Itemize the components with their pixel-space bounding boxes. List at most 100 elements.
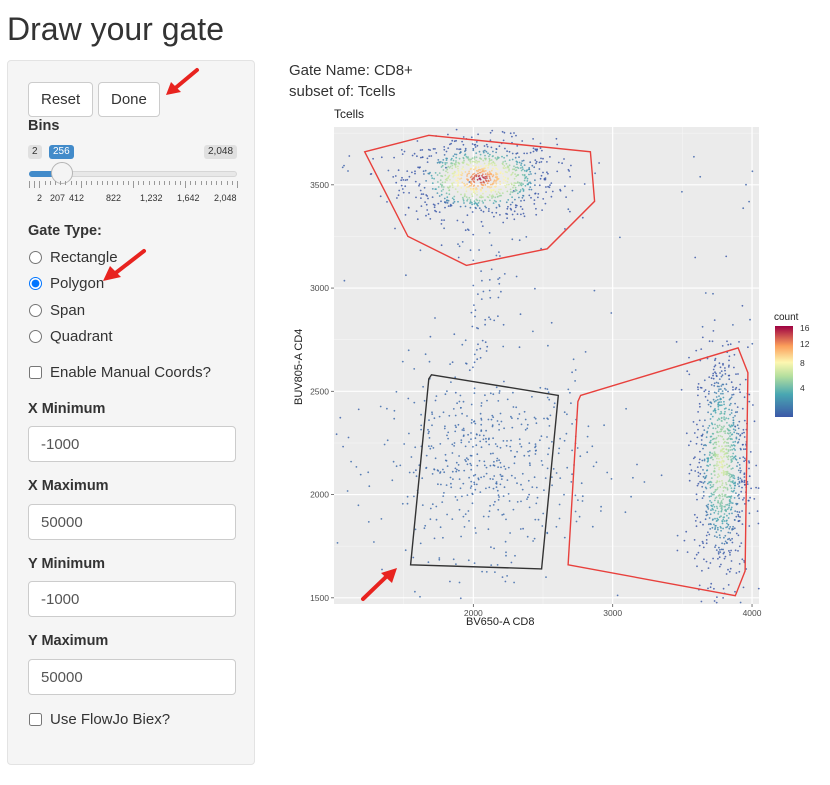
slider-max-badge: 2,048 — [204, 145, 238, 159]
data-point — [466, 228, 469, 231]
data-point — [710, 377, 713, 380]
data-point — [737, 476, 740, 479]
data-point — [472, 191, 475, 194]
data-point — [727, 366, 730, 368]
radio-span[interactable]: Span — [28, 302, 85, 319]
data-point — [437, 186, 440, 188]
radio-button[interactable] — [29, 304, 42, 317]
data-point — [593, 289, 596, 292]
radio-button[interactable] — [29, 277, 42, 290]
data-point — [698, 461, 701, 464]
radio-rectangle[interactable]: Rectangle — [28, 249, 118, 266]
data-point — [486, 345, 489, 348]
data-point — [728, 398, 731, 401]
data-point — [717, 440, 720, 443]
data-point — [524, 177, 526, 180]
gate-polygon[interactable] — [409, 374, 560, 570]
data-point — [741, 558, 744, 561]
data-point — [713, 491, 715, 494]
gate-polygons[interactable] — [363, 134, 749, 597]
data-point — [496, 564, 499, 566]
radio-polygon[interactable]: Polygon — [28, 275, 104, 292]
data-point — [698, 584, 701, 587]
data-point — [744, 483, 746, 486]
data-point — [540, 247, 542, 250]
data-point — [731, 460, 733, 462]
data-point — [441, 186, 443, 188]
data-point — [449, 203, 452, 206]
checkbox[interactable] — [29, 713, 42, 726]
data-point — [465, 190, 468, 193]
data-point — [508, 500, 511, 502]
data-point — [515, 182, 517, 185]
bins-slider-handle[interactable] — [51, 162, 73, 184]
slider-tick — [122, 181, 124, 185]
data-point — [534, 449, 537, 452]
x-minimum-input[interactable] — [28, 426, 236, 462]
sidebar-panel: Reset Done Bins 2 256 2,048 2 207 412 82… — [7, 60, 255, 765]
data-point — [490, 191, 493, 193]
data-point — [505, 551, 507, 554]
data-point — [463, 159, 465, 162]
data-point — [504, 160, 507, 163]
gate-polygon[interactable] — [363, 134, 596, 267]
data-point — [730, 444, 733, 447]
data-point — [734, 484, 737, 487]
data-point — [520, 423, 523, 426]
reset-button[interactable]: Reset — [28, 82, 94, 117]
gate-polygon[interactable] — [567, 347, 749, 597]
x-maximum-input[interactable] — [28, 504, 236, 540]
data-point — [500, 420, 503, 423]
data-point — [730, 487, 733, 490]
data-point — [716, 457, 718, 460]
data-point — [427, 428, 429, 431]
data-point — [706, 431, 708, 434]
data-point — [676, 534, 679, 537]
data-point — [485, 437, 487, 440]
data-point — [723, 516, 725, 519]
y-minimum-input[interactable] — [28, 581, 236, 617]
data-point — [449, 580, 451, 583]
data-point — [721, 480, 723, 482]
data-point — [728, 527, 731, 530]
done-button[interactable]: Done — [98, 82, 160, 117]
data-point — [724, 508, 727, 511]
data-point — [423, 186, 426, 189]
radio-button[interactable] — [29, 330, 42, 343]
y-maximum-input[interactable] — [28, 659, 236, 695]
data-point — [606, 471, 609, 474]
data-point — [476, 160, 479, 163]
data-point — [471, 325, 474, 328]
scatter-plot[interactable]: Tcells BV650-A CD8 BUV805-A CD4 2000 3000… — [289, 105, 824, 635]
data-point — [430, 155, 433, 157]
data-point — [459, 394, 462, 397]
checkbox[interactable] — [29, 366, 42, 379]
data-point — [499, 214, 501, 216]
data-point — [454, 163, 457, 166]
data-point — [506, 398, 509, 401]
data-point — [422, 170, 425, 173]
data-point — [495, 386, 498, 389]
data-point — [731, 448, 734, 451]
data-point — [490, 268, 493, 271]
data-point — [444, 201, 446, 203]
manual-coords-checkbox[interactable]: Enable Manual Coords? — [28, 364, 211, 381]
data-point — [475, 198, 478, 201]
radio-quadrant[interactable]: Quadrant — [28, 328, 113, 345]
data-point — [490, 169, 493, 172]
flowjo-biex-checkbox[interactable]: Use FlowJo Biex? — [28, 711, 170, 728]
data-point — [539, 147, 542, 149]
data-point — [725, 417, 728, 419]
data-point — [498, 205, 501, 208]
data-point — [482, 150, 485, 153]
data-point — [698, 419, 701, 422]
data-point — [359, 473, 362, 476]
radio-button[interactable] — [29, 251, 42, 264]
data-point — [721, 542, 723, 545]
data-point — [556, 143, 559, 146]
data-point — [446, 162, 448, 164]
data-point — [534, 287, 536, 290]
data-point — [707, 503, 710, 506]
data-point — [733, 487, 736, 490]
data-point — [408, 471, 411, 474]
